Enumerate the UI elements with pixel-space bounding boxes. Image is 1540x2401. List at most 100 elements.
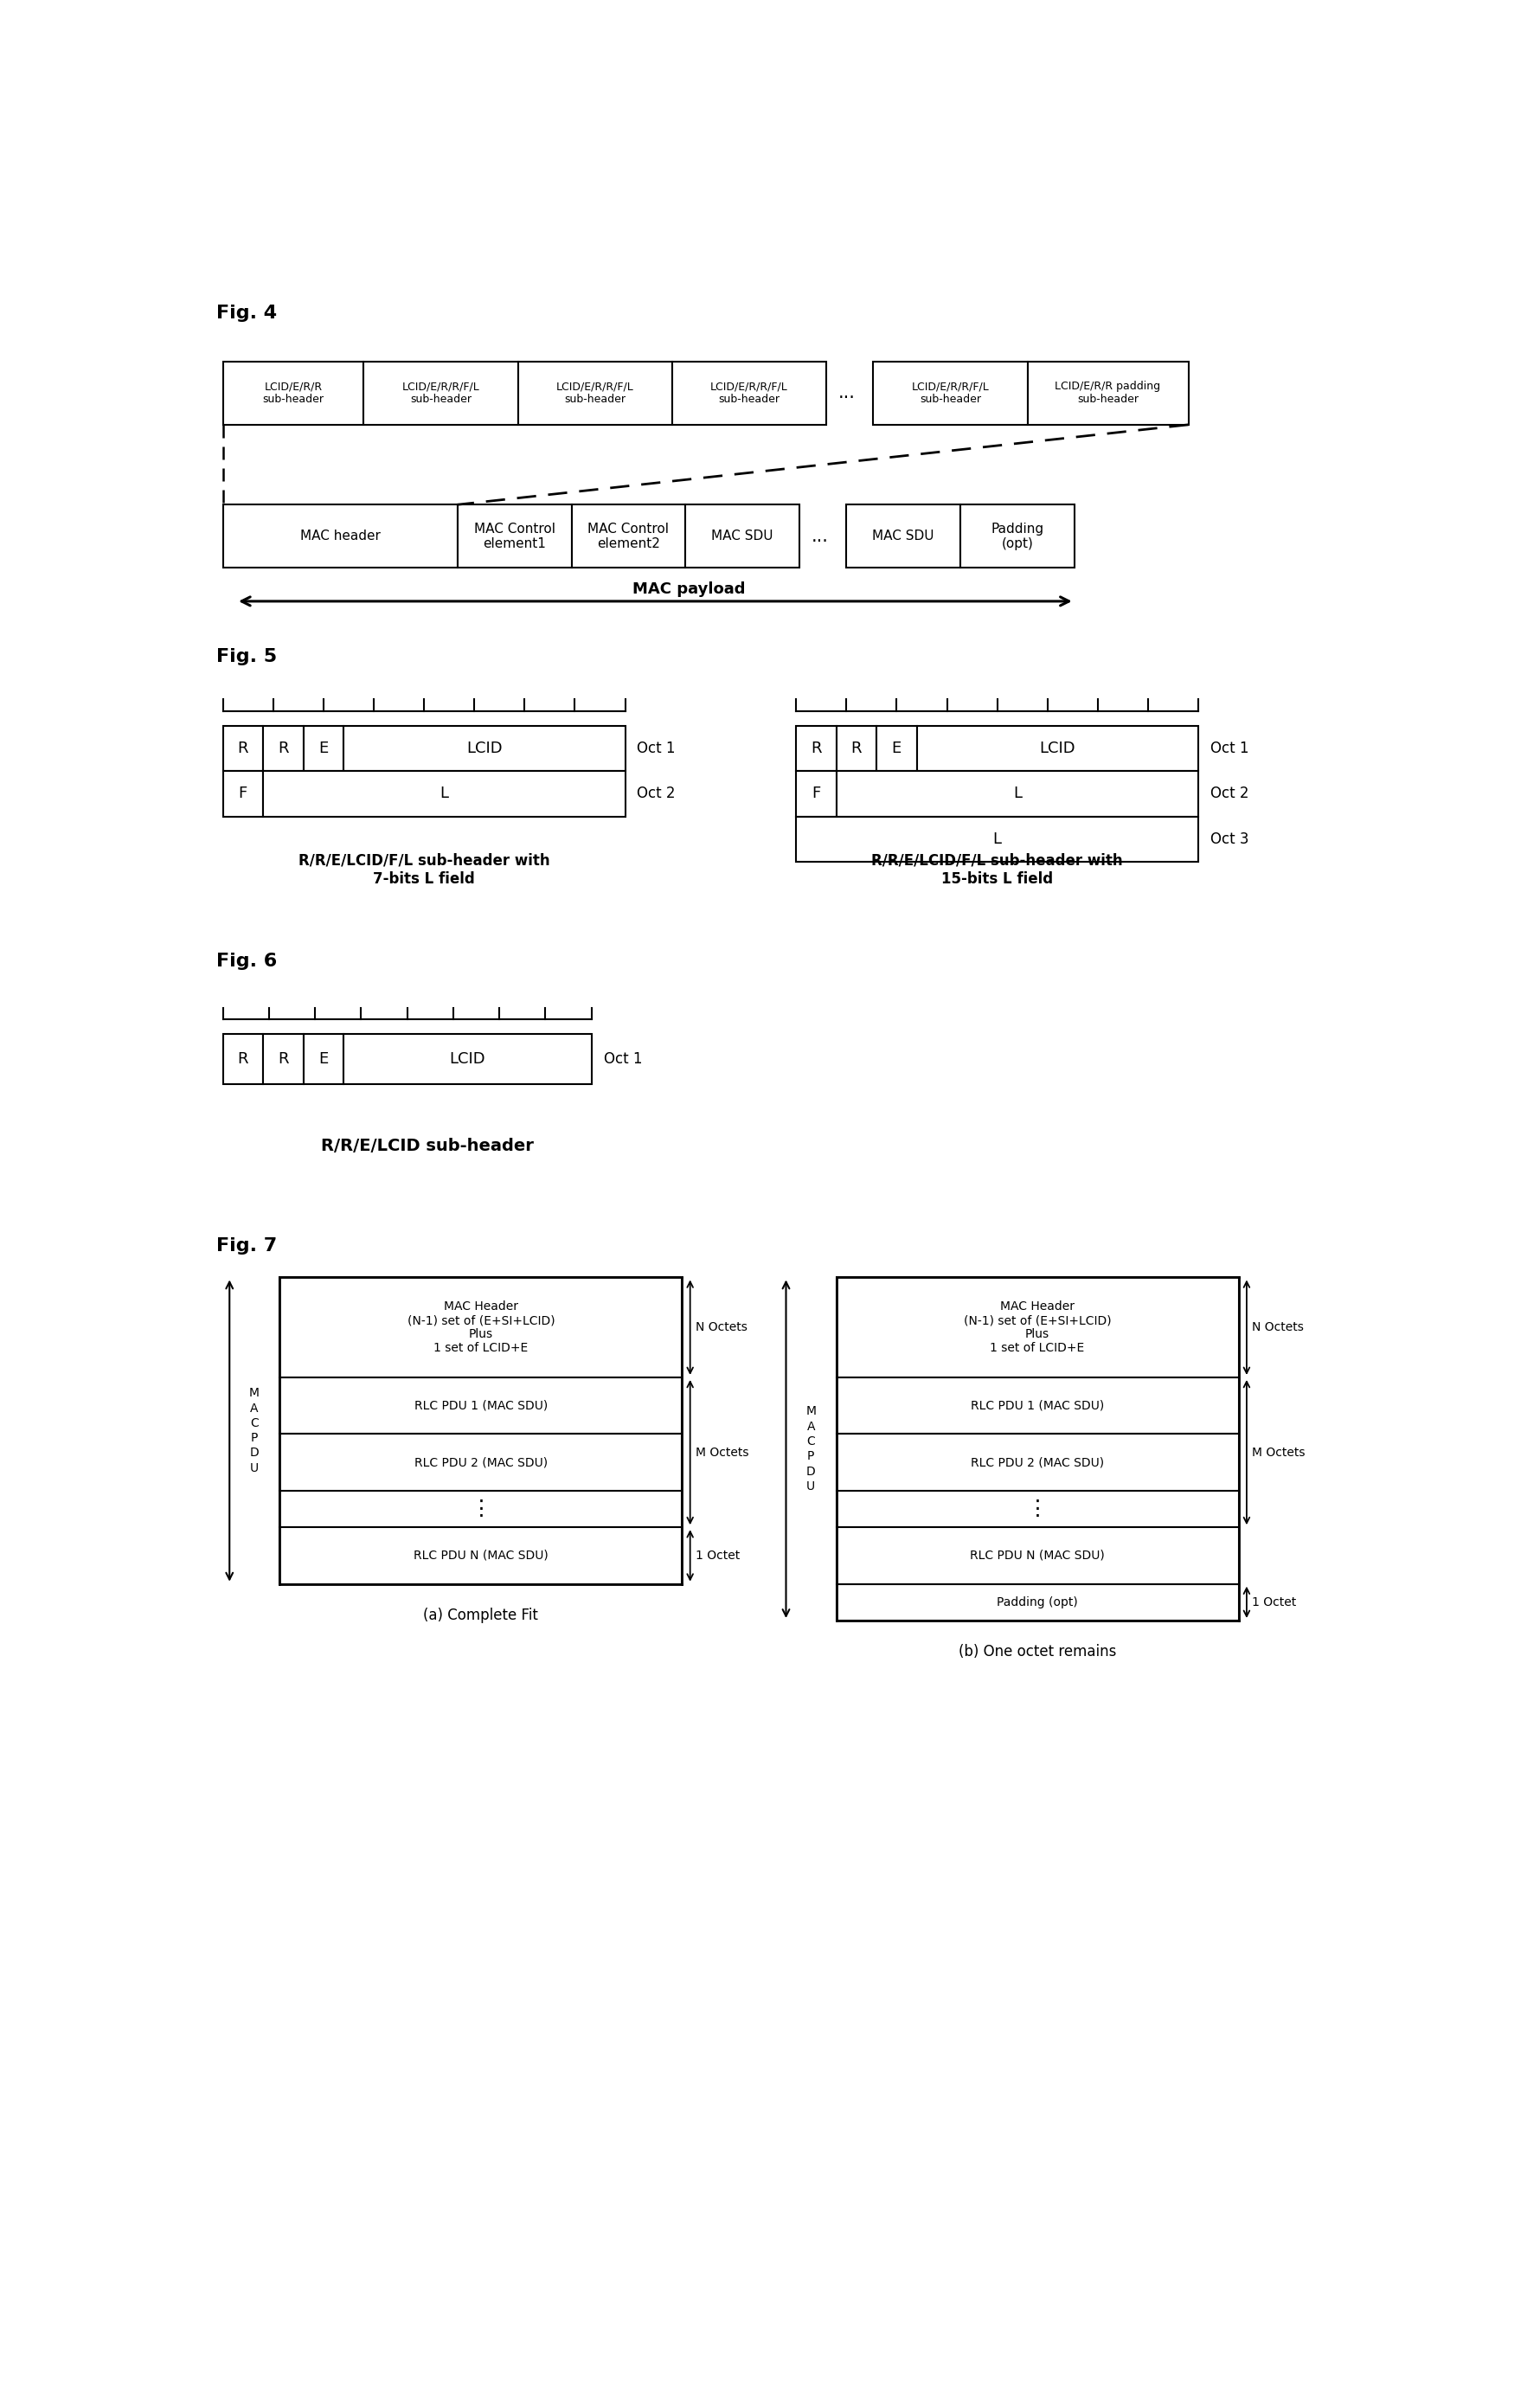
Bar [223,1035,263,1085]
Bar [223,504,457,569]
Text: RLC PDU N (MAC SDU): RLC PDU N (MAC SDU) [970,1549,1104,1561]
Text: N Octets: N Octets [1252,1321,1303,1333]
Bar [263,771,625,816]
Bar [876,725,916,771]
Text: 1 Octet: 1 Octet [1252,1597,1295,1609]
Text: LCID/E/R/R/F/L
sub-header: LCID/E/R/R/F/L sub-header [912,382,989,406]
Text: MAC Header
(N-1) set of (E+SI+LCID)
Plus
1 set of LCID+E: MAC Header (N-1) set of (E+SI+LCID) Plus… [407,1301,554,1354]
Text: L: L [439,785,448,802]
Bar [1027,363,1187,425]
Text: LCID: LCID [467,740,502,756]
Text: Oct 2: Oct 2 [638,785,675,802]
Bar [836,1433,1238,1491]
Text: LCID/E/R/R padding
sub-header: LCID/E/R/R padding sub-header [1055,382,1160,406]
Text: R/R/E/LCID/F/L sub-header with
15-bits L field: R/R/E/LCID/F/L sub-header with 15-bits L… [872,852,1123,886]
Bar [280,1378,682,1433]
Bar [836,1277,1238,1378]
Text: MAC header: MAC header [300,531,380,543]
Text: MAC SDU: MAC SDU [872,531,933,543]
Text: M
A
C
P
D
U: M A C P D U [805,1405,816,1493]
Text: MAC payload: MAC payload [631,581,745,595]
Text: Oct 1: Oct 1 [638,740,675,756]
Bar [685,504,799,569]
Bar [873,363,1027,425]
Text: Oct 1: Oct 1 [604,1052,642,1066]
Text: RLC PDU 1 (MAC SDU): RLC PDU 1 (MAC SDU) [414,1400,547,1412]
Bar [343,725,625,771]
Text: R: R [810,740,821,756]
Bar [836,1585,1238,1621]
Bar [796,725,836,771]
Bar [363,363,517,425]
Bar [457,504,571,569]
Bar [836,1527,1238,1585]
Text: R: R [237,740,248,756]
Text: LCID/E/R/R
sub-header: LCID/E/R/R sub-header [262,382,323,406]
Bar [836,725,876,771]
Bar [836,1378,1238,1433]
Text: Oct 2: Oct 2 [1210,785,1249,802]
Text: M
A
C
P
D
U: M A C P D U [249,1388,259,1474]
Text: E: E [319,1052,328,1066]
Text: L: L [992,831,1001,848]
Bar [671,363,825,425]
Bar [517,363,671,425]
Text: RLC PDU 2 (MAC SDU): RLC PDU 2 (MAC SDU) [414,1457,547,1469]
Text: R/R/E/LCID sub-header: R/R/E/LCID sub-header [320,1138,533,1155]
Text: E: E [892,740,901,756]
Text: LCID/E/R/R/F/L
sub-header: LCID/E/R/R/F/L sub-header [402,382,479,406]
Text: LCID/E/R/R/F/L
sub-header: LCID/E/R/R/F/L sub-header [556,382,633,406]
Text: 1 Octet: 1 Octet [695,1549,739,1561]
Text: ⋮: ⋮ [470,1498,491,1520]
Text: F: F [239,785,248,802]
Text: MAC Header
(N-1) set of (E+SI+LCID)
Plus
1 set of LCID+E: MAC Header (N-1) set of (E+SI+LCID) Plus… [962,1301,1110,1354]
Text: ...: ... [810,528,827,545]
Text: RLC PDU 1 (MAC SDU): RLC PDU 1 (MAC SDU) [970,1400,1104,1412]
Bar [280,1277,682,1378]
Bar [280,1433,682,1491]
Text: R: R [277,740,288,756]
Text: MAC Control
element2: MAC Control element2 [587,523,668,550]
Text: M Octets: M Octets [695,1445,748,1457]
Bar [343,1035,591,1085]
Text: ⋮: ⋮ [1026,1498,1047,1520]
Text: LCID/E/R/R/F/L
sub-header: LCID/E/R/R/F/L sub-header [710,382,787,406]
Text: L: L [1012,785,1021,802]
Text: RLC PDU 2 (MAC SDU): RLC PDU 2 (MAC SDU) [970,1457,1104,1469]
Bar [263,1035,303,1085]
Bar [836,771,1198,816]
Text: F: F [812,785,821,802]
Bar [916,725,1198,771]
Text: Padding (opt): Padding (opt) [996,1597,1078,1609]
Bar [571,504,685,569]
Text: Oct 3: Oct 3 [1210,831,1249,848]
Text: Fig. 5: Fig. 5 [216,648,277,665]
Bar [796,816,1198,862]
Bar [845,504,959,569]
Bar [796,771,836,816]
Bar [303,725,343,771]
Text: Fig. 6: Fig. 6 [216,953,277,970]
Text: R: R [277,1052,288,1066]
Bar [959,504,1073,569]
Text: Fig. 4: Fig. 4 [216,305,277,322]
Bar [303,1035,343,1085]
Text: Fig. 7: Fig. 7 [216,1237,277,1256]
Text: MAC SDU: MAC SDU [711,531,773,543]
Text: R: R [850,740,861,756]
Text: LCID: LCID [450,1052,485,1066]
Bar [223,771,263,816]
Text: ...: ... [838,384,855,401]
Text: (b) One octet remains: (b) One octet remains [958,1645,1115,1659]
Text: E: E [319,740,328,756]
Text: RLC PDU N (MAC SDU): RLC PDU N (MAC SDU) [413,1549,548,1561]
Text: M Octets: M Octets [1252,1445,1304,1457]
Text: R/R/E/LCID/F/L sub-header with
7-bits L field: R/R/E/LCID/F/L sub-header with 7-bits L … [299,852,550,886]
Text: Oct 1: Oct 1 [1210,740,1249,756]
Bar [223,363,363,425]
Bar [263,725,303,771]
Bar [223,725,263,771]
Text: LCID: LCID [1040,740,1075,756]
Text: MAC Control
element1: MAC Control element1 [473,523,554,550]
Text: Padding
(opt): Padding (opt) [990,523,1043,550]
